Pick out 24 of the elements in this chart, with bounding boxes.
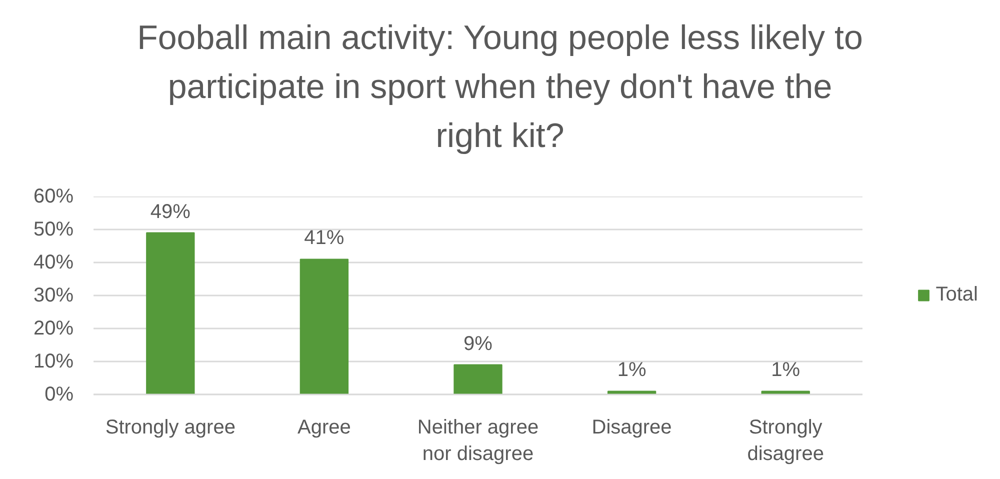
bar: [607, 390, 656, 394]
bar: [454, 364, 502, 394]
y-tick-label: 10%: [33, 350, 74, 372]
x-tick-label: Strongly agree: [105, 416, 236, 438]
x-tick-label: Strongly disagree: [747, 416, 824, 465]
data-label: 1%: [771, 359, 800, 382]
chart-title: Fooball main activity: Young people less likely to participate in sport when they don't have the right kit?: [137, 18, 863, 157]
x-tick-label: Neither agree nor disagree: [417, 416, 539, 465]
y-tick-label: 0%: [44, 384, 74, 406]
x-tick-label: Agree: [298, 416, 351, 438]
y-tick-label: 50%: [33, 218, 74, 240]
x-tick-label: Disagree: [592, 416, 672, 438]
bar: [146, 232, 195, 394]
y-tick-label: 60%: [33, 186, 74, 208]
data-label: 9%: [464, 332, 493, 355]
data-label: 1%: [617, 359, 646, 382]
y-tick-label: 30%: [33, 284, 74, 306]
y-tick-label: 40%: [33, 252, 74, 274]
y-tick-label: 20%: [33, 318, 74, 340]
bar: [761, 390, 810, 394]
data-label: 49%: [150, 200, 191, 223]
legend-label: Total: [936, 284, 978, 306]
data-label: 41%: [304, 227, 344, 250]
bar: [300, 258, 349, 394]
